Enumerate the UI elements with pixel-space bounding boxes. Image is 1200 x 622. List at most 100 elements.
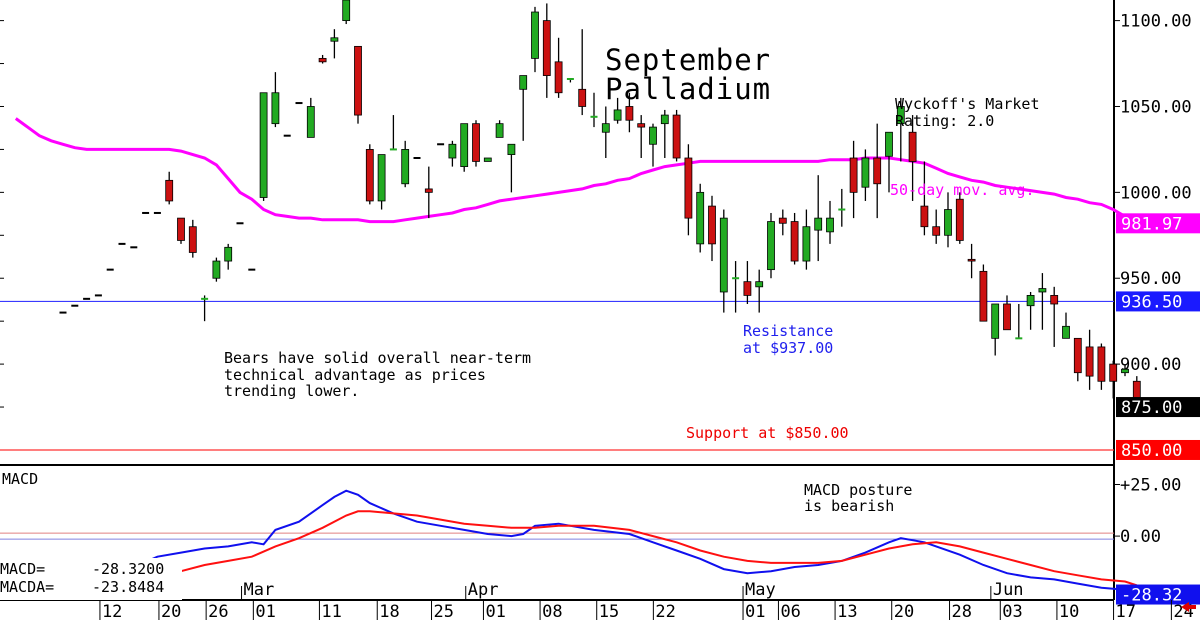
candle-body (708, 205, 716, 245)
price-y-axis: 1100.00 1050.00 1000.00 950.00 900.00 (0, 12, 1192, 408)
candle-body (908, 131, 917, 162)
candle-body (944, 209, 952, 236)
candle-body (224, 246, 233, 262)
price-box-label: 936.50 (1121, 292, 1182, 312)
macd-box-bg (1116, 584, 1200, 605)
day-label: 08 (542, 602, 562, 622)
candle-body (637, 123, 646, 128)
ma-50-line (14, 117, 1138, 225)
price-tick-label: 950.00 (1120, 269, 1181, 289)
price-box-bg (1116, 397, 1200, 418)
candle-body (519, 75, 528, 90)
candle-body (318, 57, 327, 63)
candle-body (177, 217, 185, 241)
price-box-bg (1116, 213, 1200, 234)
day-label: 06 (780, 602, 800, 622)
day-label: 10 (1059, 602, 1079, 622)
candle-body (684, 157, 693, 219)
day-label: 20 (894, 602, 914, 622)
candle-body (932, 226, 941, 236)
x-axis: Mar Apr May Jun 12 20 26 01 11 18 25 01 08 15 22 01 06 13… (99, 580, 1194, 622)
candle-body (483, 157, 492, 162)
price-boxes: 981.97 936.50 875.00 850.00 (1116, 213, 1200, 461)
resistance-label-line-2: at $937.00 (743, 339, 833, 357)
day-label: 01 (745, 602, 765, 622)
candle-body (826, 217, 834, 233)
day-label: 15 (599, 602, 619, 622)
month-label: Jun (993, 580, 1024, 600)
rating-line-1: Wyckoff's Market (895, 95, 1040, 113)
candle-body (955, 198, 964, 241)
macd-readout-box (0, 558, 182, 600)
price-box-label: 981.97 (1121, 214, 1182, 234)
candle-body (165, 179, 174, 202)
candle-body (259, 92, 268, 198)
price-tick-label: 1050.00 (1120, 97, 1192, 117)
candle-body (188, 226, 197, 253)
candle-body (1038, 288, 1047, 293)
candle-body (1097, 346, 1106, 382)
candle-body (660, 114, 669, 125)
moving-average (14, 117, 1138, 225)
day-label: 17 (1116, 602, 1136, 622)
price-box-bg (1116, 439, 1200, 460)
rating-line-2: Rating: 2.0 (895, 112, 994, 130)
macd-series-macda (98, 510, 1138, 599)
month-label: Mar (244, 580, 275, 600)
support-resistance-levels (0, 300, 1114, 451)
price-box-bg (1116, 291, 1200, 312)
day-label: 12 (102, 602, 122, 622)
candle-body (1109, 363, 1118, 382)
day-label: 28 (952, 602, 972, 622)
macd-y-axis: +25.00 0.00 (0, 476, 1181, 547)
candle-body (885, 131, 893, 157)
candlesticks (59, 0, 1141, 416)
macd-tick-label: +25.00 (1120, 476, 1181, 496)
macd-readout-name: MACD= (0, 560, 45, 578)
macd-lines (97, 489, 1138, 599)
candle-body (377, 154, 386, 202)
candle-body (601, 123, 610, 133)
candle-body (472, 123, 480, 162)
macd-series-macd (97, 489, 1138, 596)
candle-body (873, 157, 882, 185)
candle-body (365, 149, 374, 202)
candle-body (767, 221, 775, 271)
candle-body (991, 303, 1000, 339)
back-arrow-icon[interactable] (1181, 602, 1196, 612)
month-label: May (745, 580, 776, 600)
candle-body (578, 88, 587, 107)
day-label: 13 (837, 602, 857, 622)
macd-note-line-2: is bearish (804, 497, 894, 515)
candle-body (743, 281, 752, 296)
candle-body (507, 143, 516, 155)
macd-panel-title: MACD (2, 470, 38, 488)
candle-body (778, 217, 787, 224)
candle-body (401, 149, 410, 185)
candle-body (424, 188, 433, 193)
candle-body (531, 11, 539, 59)
candle-body (306, 106, 315, 138)
candle-body (649, 126, 657, 145)
candle-body (212, 260, 221, 279)
price-box-label: 850.00 (1121, 441, 1182, 461)
day-label: 20 (161, 602, 181, 622)
day-label: 22 (655, 602, 675, 622)
day-label: 01 (255, 602, 275, 622)
candle-body (460, 123, 469, 167)
candle-body (861, 157, 870, 188)
resistance-label-line-1: Resistance (743, 322, 833, 340)
candle-body (1003, 303, 1011, 331)
candle-body (448, 143, 457, 159)
candle-body (1026, 295, 1035, 307)
bears-note-line-3: trending lower. (224, 382, 359, 400)
candle-body (1121, 368, 1129, 374)
candle-body (1062, 325, 1070, 339)
macd-price-box: -28.32 (1116, 584, 1200, 606)
bears-note-line-1: Bears have solid overall near-term (224, 349, 531, 367)
macda-readout-name: MACDA= (0, 578, 54, 596)
candle-body (1085, 346, 1094, 377)
day-label: 18 (379, 602, 399, 622)
candle-body (1073, 337, 1082, 374)
day-label: 03 (1002, 602, 1022, 622)
